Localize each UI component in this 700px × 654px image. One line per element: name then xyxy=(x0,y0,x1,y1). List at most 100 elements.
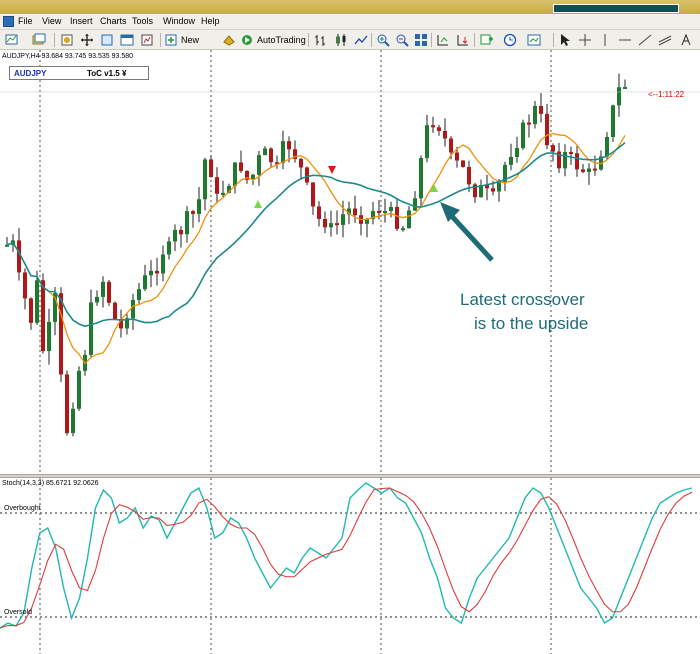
candle-body xyxy=(353,208,357,216)
stochastic-canvas[interactable] xyxy=(0,478,700,654)
app-menu-icon[interactable] xyxy=(3,16,14,27)
sell-signal-arrow xyxy=(328,166,336,174)
candle-body xyxy=(455,152,459,161)
stochastic-header: Stoch(14,3,3) 85.6721 92.0626 xyxy=(2,480,99,487)
menu-insert[interactable]: Insert xyxy=(70,16,93,26)
candle-body xyxy=(377,210,381,213)
horizontal-line-icon[interactable] xyxy=(618,33,632,47)
candle-body xyxy=(161,254,165,274)
candle-body xyxy=(443,130,447,139)
price-chart-canvas[interactable] xyxy=(0,50,700,474)
autoscroll-icon[interactable] xyxy=(456,33,470,47)
stochastic-subwindow[interactable]: Stoch(14,3,3) 85.6721 92.0626 Overbought… xyxy=(0,478,700,654)
channel-icon[interactable] xyxy=(658,33,672,47)
candle-body xyxy=(329,223,333,228)
toolbar: New Order AutoTrading xyxy=(0,30,700,61)
crosshair-icon[interactable] xyxy=(578,33,592,47)
navigator-icon[interactable] xyxy=(80,33,94,47)
candle-body xyxy=(365,218,369,224)
line-chart-icon[interactable] xyxy=(354,33,368,47)
candle-body xyxy=(65,374,69,434)
vertical-line-icon[interactable] xyxy=(598,33,612,47)
candle-body xyxy=(155,270,159,274)
menu-bar: File View Insert Charts Tools Window Hel… xyxy=(0,14,700,30)
cursor-icon[interactable] xyxy=(558,33,572,47)
chart-shift-icon[interactable] xyxy=(436,33,450,47)
templates-icon[interactable] xyxy=(527,33,541,47)
new-order-icon xyxy=(165,34,177,46)
candle-body xyxy=(185,211,189,235)
menu-help[interactable]: Help xyxy=(201,16,220,26)
menu-view[interactable]: View xyxy=(42,16,62,26)
menu-tools[interactable]: Tools xyxy=(132,16,154,26)
candlestick-icon[interactable] xyxy=(334,33,348,47)
buy-signal-arrow xyxy=(430,184,438,192)
candle-body xyxy=(485,185,489,189)
candle-body xyxy=(617,87,621,106)
new-chart-icon[interactable] xyxy=(5,33,19,47)
terminal-icon[interactable] xyxy=(120,33,134,47)
candle-body xyxy=(17,240,21,273)
main-chart[interactable]: AUDJPY,H4 93.684 93.745 93.535 93.580 AU… xyxy=(0,50,700,474)
candle-body xyxy=(29,298,33,323)
candle-body xyxy=(467,166,471,185)
candle-body xyxy=(419,158,423,199)
zoom-in-icon[interactable] xyxy=(376,33,390,47)
oversold-label: Oversold xyxy=(4,609,33,616)
candle-body xyxy=(5,244,9,247)
data-window-icon[interactable] xyxy=(100,33,114,47)
bar-countdown-timer: <--1:11:22 xyxy=(648,90,685,99)
trendline-icon[interactable] xyxy=(638,33,652,47)
candle-body xyxy=(503,164,507,183)
periods-icon[interactable] xyxy=(503,33,517,47)
autotrading-label: AutoTrading xyxy=(257,35,306,45)
candle-body xyxy=(227,185,231,193)
candle-body xyxy=(371,210,375,219)
bar-chart-icon[interactable] xyxy=(314,33,328,47)
candle-body xyxy=(209,159,213,178)
candle-body xyxy=(401,228,405,231)
stochastic-signal-line xyxy=(0,487,693,629)
candle-body xyxy=(605,136,609,157)
stochastic-main-line xyxy=(0,482,693,629)
fast-moving-average xyxy=(6,132,626,365)
autotrading-icon xyxy=(242,35,252,45)
candle-body xyxy=(491,188,495,192)
candle-body xyxy=(275,162,279,165)
candle-body xyxy=(191,211,195,214)
candle-body xyxy=(575,153,579,170)
candle-body xyxy=(437,127,441,131)
autotrading-button[interactable]: AutoTrading xyxy=(239,32,306,48)
annotation-text-line1: Latest crossover xyxy=(460,290,585,309)
tile-windows-icon[interactable] xyxy=(414,33,428,47)
candle-body xyxy=(71,408,75,434)
symbol-label: AUDJPY xyxy=(14,69,47,78)
menu-file[interactable]: File xyxy=(18,16,33,26)
candle-body xyxy=(509,156,513,165)
indicator-window-divider[interactable] xyxy=(0,474,700,478)
candle-body xyxy=(77,370,81,409)
candle-body xyxy=(35,280,39,323)
zoom-out-icon[interactable] xyxy=(395,33,409,47)
market-watch-icon[interactable] xyxy=(60,33,74,47)
indicators-icon[interactable] xyxy=(480,33,494,47)
tester-icon[interactable] xyxy=(140,33,154,47)
new-order-button[interactable]: New Order xyxy=(163,32,223,61)
menu-charts[interactable]: Charts xyxy=(100,16,127,26)
candle-body xyxy=(125,318,129,329)
expert-advisors-icon[interactable] xyxy=(222,33,236,47)
overbought-label: Overbought xyxy=(4,505,41,512)
title-progress-bar xyxy=(553,4,679,13)
candle-body xyxy=(59,293,63,375)
text-tool-icon[interactable] xyxy=(680,33,694,47)
chart-symbol-header: AUDJPY,H4 93.684 93.745 93.535 93.580 xyxy=(2,53,134,60)
profiles-icon[interactable] xyxy=(32,33,46,47)
indicator-symbol-box: AUDJPY ToC v1.5 ¥ xyxy=(9,66,149,80)
candle-body xyxy=(557,151,561,169)
candle-body xyxy=(167,241,171,255)
menu-window[interactable]: Window xyxy=(163,16,196,26)
candle-body xyxy=(293,149,297,159)
candle-body xyxy=(311,182,315,207)
candle-body xyxy=(413,198,417,211)
